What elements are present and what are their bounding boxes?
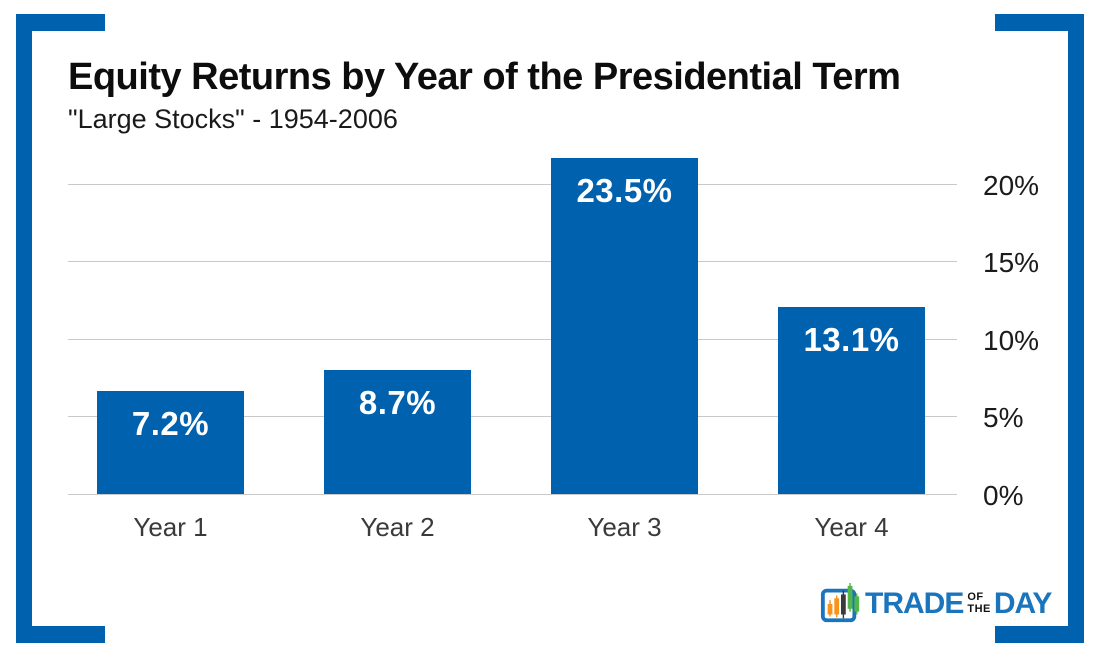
chart-title: Equity Returns by Year of the Presidenti… <box>68 56 901 98</box>
bar-value-label-year-3: 23.5% <box>576 172 673 209</box>
gridline-10pct <box>68 339 957 340</box>
bar-year-4: 13.1% <box>778 307 925 494</box>
logo-word-day: DAY <box>993 587 1053 620</box>
corner-bracket-bottom-left <box>16 626 105 643</box>
gridline-20pct <box>68 184 957 185</box>
bar-value-label-year-2: 8.7% <box>358 384 437 421</box>
bar-value-label-year-1: 7.2% <box>131 405 210 442</box>
bar-year-3: 23.5% <box>551 158 698 494</box>
y-axis-tick-20pct: 20% <box>983 170 1040 201</box>
x-axis-label-year-3: Year 3 <box>587 512 662 542</box>
corner-bracket-top-right <box>995 14 1084 31</box>
chart-subtitle: "Large Stocks" - 1954-2006 <box>68 104 398 134</box>
x-axis-label-year-4: Year 4 <box>814 512 889 542</box>
x-axis-label-year-2: Year 2 <box>360 512 435 542</box>
gridline-15pct <box>68 261 957 262</box>
corner-bracket-bottom-right <box>995 626 1084 643</box>
frame-right-bar <box>1068 14 1084 643</box>
y-axis-tick-10pct: 10% <box>983 325 1040 356</box>
x-axis-label-year-1: Year 1 <box>133 512 208 542</box>
bar-year-2: 8.7% <box>324 370 471 494</box>
y-axis-tick-0pct: 0% <box>983 480 1024 511</box>
bar-value-label-year-4: 13.1% <box>803 321 900 358</box>
bar-year-1: 7.2% <box>97 391 244 494</box>
logo-word-trade: TRADE <box>865 587 964 620</box>
y-axis-tick-15pct: 15% <box>983 247 1040 278</box>
logo-word-the: THE <box>967 603 991 615</box>
y-axis-tick-5pct: 5% <box>983 402 1024 433</box>
gridline-0pct <box>68 494 957 495</box>
logo-word-ofthe: OF THE <box>967 592 991 615</box>
trade-of-the-day-logo: TRADE OF THE DAY <box>820 582 1053 626</box>
gridline-5pct <box>68 416 957 417</box>
frame-left-bar <box>16 14 32 643</box>
corner-bracket-top-left <box>16 14 105 31</box>
bar-chart-icon <box>820 583 860 623</box>
logo-word-of: OF <box>967 591 984 604</box>
